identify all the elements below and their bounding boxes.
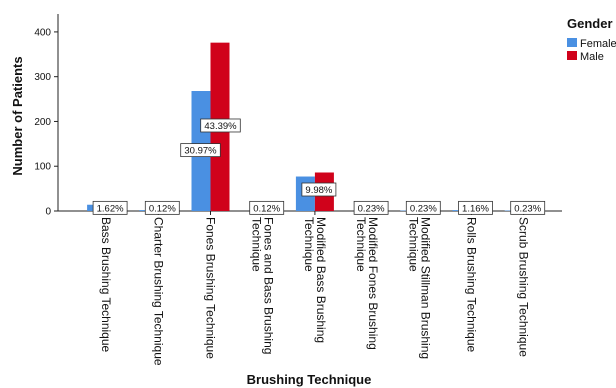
data-label-box — [144, 200, 180, 215]
category-label-line: Rolls Brushing Technique — [465, 217, 479, 353]
category-label-line: Charter Brushing Technique — [151, 217, 165, 366]
category-label-line: Bass Brushing Technique — [99, 217, 113, 353]
data-label-text: 1.62% — [97, 203, 124, 214]
data-label-box — [301, 182, 337, 197]
data-label-text: 30.97% — [184, 146, 217, 157]
data-label: 0.23% — [510, 200, 546, 215]
data-label-text: 0.23% — [358, 203, 385, 214]
category-label-line: Technique — [302, 217, 316, 272]
data-label: 1.62% — [92, 200, 128, 215]
data-label: 0.12% — [249, 200, 285, 215]
category-label: Fones Brushing Technique — [204, 217, 218, 359]
category-label: Charter Brushing Technique — [151, 217, 165, 366]
data-label: 30.97% — [180, 143, 221, 158]
data-label-box — [180, 143, 221, 158]
category-label-line: Scrub Brushing Technique — [517, 217, 531, 357]
data-label: 9.98% — [301, 182, 337, 197]
data-labels-layer: 1.62% 0.12% 43.39% 30.97% 0.12% 9.98% 0.23% 0.2… — [92, 118, 546, 215]
y-tick-label: 200 — [34, 117, 51, 128]
legend: Gender Female Male — [567, 16, 616, 63]
category-label-line: Technique — [406, 217, 420, 272]
data-label-text: 0.12% — [253, 203, 280, 214]
data-label: 43.39% — [200, 118, 241, 133]
data-label-text: 43.39% — [204, 121, 237, 132]
legend-swatch-female — [567, 38, 577, 47]
x-axis-title: Brushing Technique — [247, 372, 372, 387]
data-label-text: 0.23% — [410, 203, 437, 214]
category-label: Scrub Brushing Technique — [517, 217, 531, 357]
data-label-box — [510, 200, 546, 215]
category-label-line: Modified Bass Brushing — [314, 217, 328, 343]
category-labels-layer: Bass Brushing Technique Charter Brushing … — [99, 217, 531, 366]
legend-label-female: Female — [580, 38, 616, 50]
data-label-box — [405, 200, 441, 215]
category-label-line: Modified Fones Brushing — [366, 217, 380, 350]
category-label-line: Modified Stillman Brushing — [418, 217, 432, 359]
y-tick-label: 0 — [45, 207, 51, 218]
y-tick-label: 400 — [34, 27, 51, 38]
data-label-text: 1.16% — [462, 203, 489, 214]
data-label-box — [458, 200, 493, 215]
data-label-text: 0.23% — [514, 203, 541, 214]
data-label: 0.23% — [405, 200, 441, 215]
data-label: 0.12% — [144, 200, 180, 215]
category-label-line: Technique — [354, 217, 368, 272]
y-tick-label: 100 — [34, 162, 51, 173]
data-label: 1.16% — [458, 200, 493, 215]
y-tick-label: 300 — [34, 72, 51, 83]
legend-title: Gender — [567, 16, 613, 31]
category-label: Rolls Brushing Technique — [465, 217, 479, 353]
y-axis-title: Number of Patients — [10, 56, 25, 175]
data-label-text: 9.98% — [305, 185, 332, 196]
data-label-box — [92, 200, 128, 215]
category-label-line: Fones and Bass Brushing — [262, 217, 276, 354]
data-label-box — [200, 118, 241, 133]
data-label-box — [249, 200, 285, 215]
data-label: 0.23% — [353, 200, 389, 215]
category-label-line: Technique — [250, 217, 264, 272]
data-label-text: 0.12% — [149, 203, 176, 214]
legend-swatch-male — [567, 51, 577, 60]
category-label-line: Fones Brushing Technique — [204, 217, 218, 359]
data-label-box — [353, 200, 389, 215]
category-label: Bass Brushing Technique — [99, 217, 113, 353]
legend-label-male: Male — [580, 51, 604, 63]
